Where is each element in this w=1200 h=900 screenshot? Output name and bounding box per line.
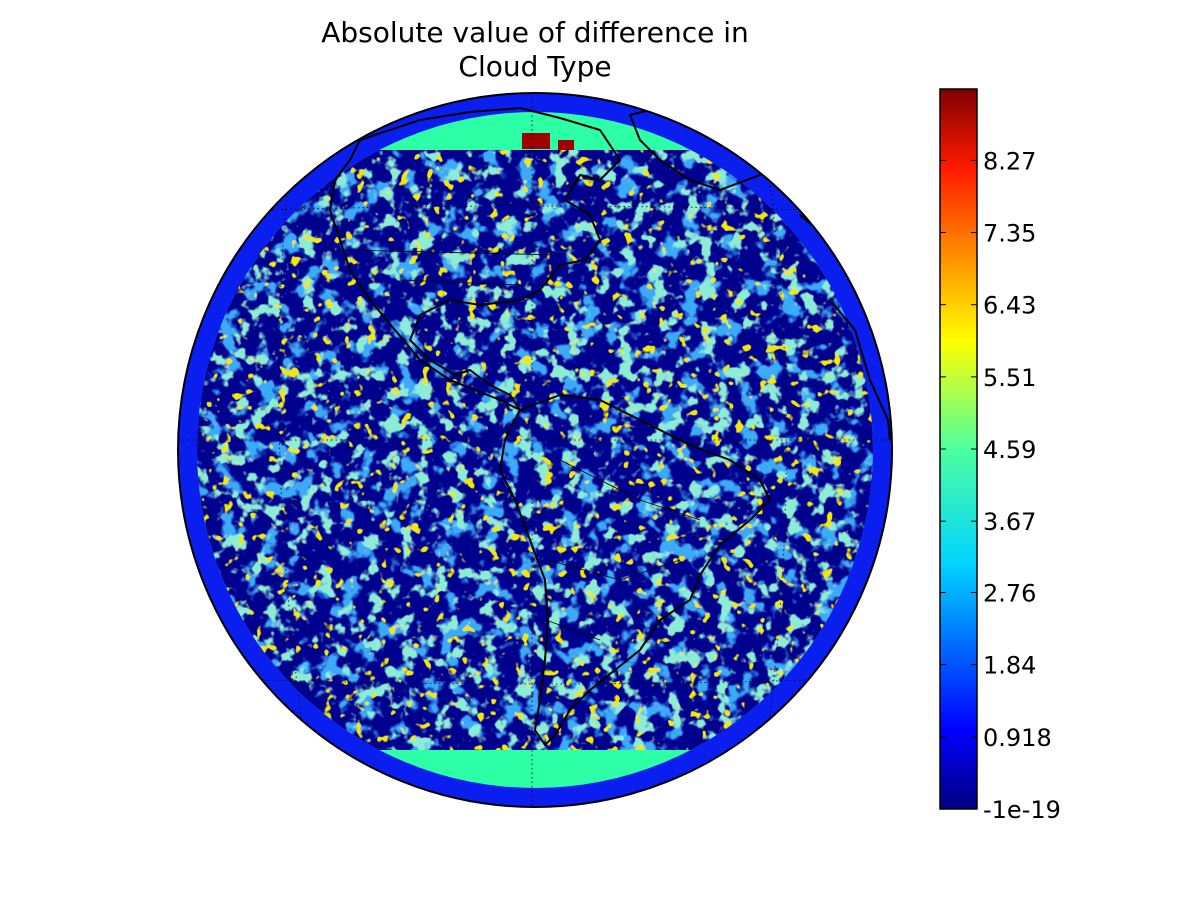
globe-data-layer [178,93,892,807]
globe-outline [177,92,893,808]
colorbar-tick-label: 6.43 [983,292,1036,320]
colorbar-tick-label: 1.84 [983,652,1036,680]
chart-title: Absolute value of difference in Cloud Ty… [235,16,835,84]
arctic-anomaly [522,133,550,149]
colorbar-tick-label: 5.51 [983,364,1036,392]
graticule [178,93,892,807]
colorbar-tick-label: -1e-19 [983,796,1061,824]
colorbar-tick-label: 2.76 [983,580,1036,608]
title-line-1: Absolute value of difference in [321,16,749,49]
colorbar-tick-label: 4.59 [983,436,1036,464]
colorbar-tick-label: 3.67 [983,508,1036,536]
colorbar-ticks: -1e-19 0.918 1.84 2.76 3.67 4.59 5.51 6.43 7.35 8… [940,147,1061,824]
country-borders [344,249,701,641]
colorbar-tick-label: 8.27 [983,147,1036,175]
colorbar-gradient [939,88,978,810]
colorbar-tick-label: 0.918 [983,724,1052,752]
colorbar-tick-label: 7.35 [983,220,1036,248]
title-line-2: Cloud Type [458,50,612,83]
